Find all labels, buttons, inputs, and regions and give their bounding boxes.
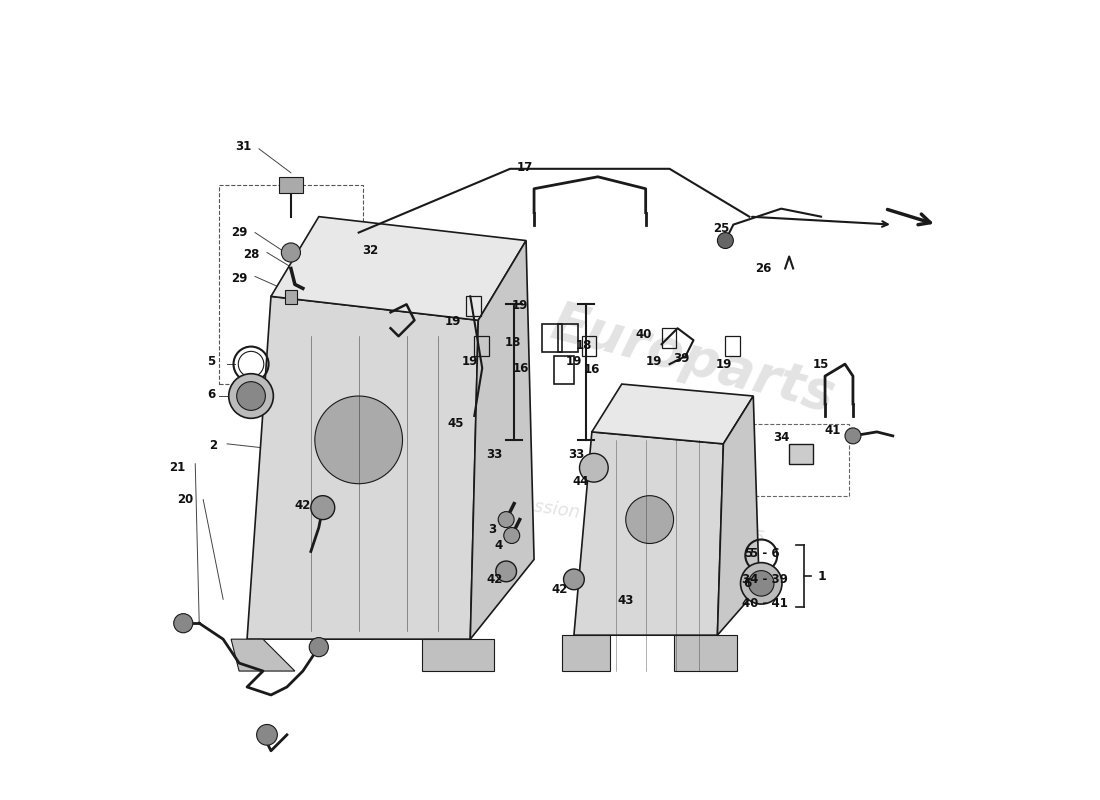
Circle shape	[256, 725, 277, 745]
Circle shape	[748, 570, 774, 596]
Circle shape	[236, 382, 265, 410]
Polygon shape	[422, 639, 494, 671]
Circle shape	[311, 496, 334, 519]
Text: 44: 44	[572, 475, 588, 488]
Text: 19: 19	[716, 358, 732, 370]
Text: 45: 45	[448, 418, 464, 430]
Text: a passion for parts since 1985: a passion for parts since 1985	[494, 492, 766, 547]
Text: 15: 15	[813, 358, 829, 370]
Bar	[789, 444, 813, 464]
Text: 17: 17	[516, 161, 532, 174]
Polygon shape	[471, 241, 535, 639]
Circle shape	[498, 512, 514, 527]
Text: 31: 31	[235, 140, 251, 153]
Bar	[554, 356, 574, 384]
Text: 21: 21	[169, 462, 186, 474]
Text: 26: 26	[756, 262, 772, 275]
Bar	[279, 177, 302, 193]
Circle shape	[282, 243, 300, 262]
Text: 19: 19	[512, 299, 528, 313]
Circle shape	[717, 233, 734, 249]
Text: 1: 1	[818, 570, 826, 582]
Text: 5: 5	[744, 546, 751, 559]
Text: 5: 5	[207, 355, 216, 368]
Circle shape	[496, 561, 517, 582]
Text: 29: 29	[231, 272, 248, 286]
Circle shape	[580, 454, 608, 482]
Text: 16: 16	[583, 363, 600, 376]
Text: 41: 41	[825, 424, 842, 437]
Circle shape	[174, 614, 192, 633]
Polygon shape	[562, 635, 609, 671]
Circle shape	[845, 428, 861, 444]
Text: 18: 18	[575, 339, 592, 352]
Bar	[285, 290, 297, 304]
Text: 6: 6	[207, 388, 216, 401]
Circle shape	[309, 638, 329, 657]
Text: 33: 33	[569, 448, 584, 461]
Text: 39: 39	[673, 352, 690, 365]
Polygon shape	[592, 384, 754, 444]
Text: 6: 6	[744, 577, 751, 590]
Text: 28: 28	[243, 249, 260, 262]
Text: 32: 32	[363, 244, 378, 257]
Text: 43: 43	[617, 594, 634, 607]
Text: 20: 20	[177, 493, 192, 506]
Text: 25: 25	[713, 222, 729, 235]
Text: 16: 16	[513, 362, 529, 374]
Circle shape	[740, 562, 782, 604]
Text: 2: 2	[209, 439, 218, 452]
Circle shape	[504, 527, 519, 543]
Circle shape	[229, 374, 274, 418]
Circle shape	[563, 569, 584, 590]
Text: 29: 29	[231, 226, 248, 239]
Polygon shape	[717, 396, 759, 635]
Polygon shape	[574, 432, 724, 635]
Polygon shape	[231, 639, 295, 671]
Polygon shape	[248, 296, 478, 639]
Text: 19: 19	[462, 355, 478, 368]
Polygon shape	[673, 635, 737, 671]
Bar	[558, 324, 578, 352]
Text: 42: 42	[295, 498, 311, 512]
Bar	[542, 324, 562, 352]
Text: 42: 42	[551, 583, 568, 596]
Text: 19: 19	[646, 355, 662, 368]
Text: 33: 33	[486, 448, 503, 461]
Text: 40 - 41: 40 - 41	[742, 597, 789, 610]
Polygon shape	[271, 217, 526, 320]
Text: 34 - 39: 34 - 39	[742, 573, 789, 586]
Text: 3: 3	[488, 522, 497, 536]
Text: 18: 18	[505, 336, 521, 349]
Text: 19: 19	[444, 315, 461, 328]
Text: 42: 42	[486, 573, 503, 586]
Circle shape	[315, 396, 403, 484]
Text: 34: 34	[773, 431, 790, 444]
Text: 40: 40	[636, 328, 652, 341]
Text: 4: 4	[494, 538, 503, 551]
Text: 19: 19	[565, 355, 582, 368]
Text: 5 - 6: 5 - 6	[750, 546, 780, 559]
Text: Europarts: Europarts	[546, 298, 842, 423]
Circle shape	[626, 496, 673, 543]
